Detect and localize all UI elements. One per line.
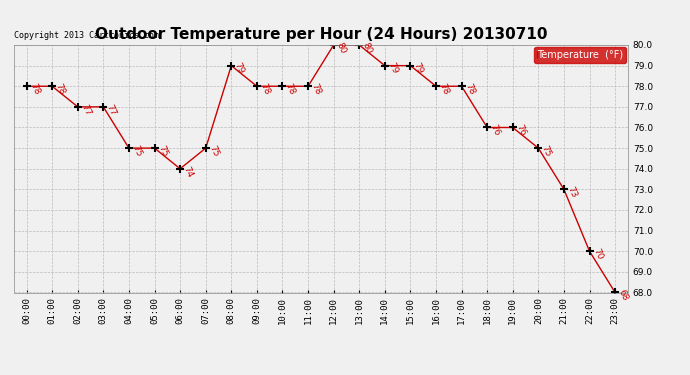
Text: 77: 77 (79, 103, 92, 117)
Legend: Temperature  (°F): Temperature (°F) (534, 47, 626, 63)
Text: 76: 76 (514, 123, 527, 138)
Text: 76: 76 (489, 123, 502, 138)
Text: 79: 79 (233, 62, 246, 76)
Text: 79: 79 (412, 62, 425, 76)
Text: 78: 78 (28, 82, 41, 96)
Text: 75: 75 (207, 144, 220, 158)
Text: 77: 77 (105, 103, 118, 117)
Text: 73: 73 (565, 185, 578, 200)
Text: 80: 80 (361, 41, 374, 55)
Text: 78: 78 (309, 82, 322, 96)
Text: 68: 68 (616, 288, 629, 303)
Text: 70: 70 (591, 247, 604, 261)
Text: 78: 78 (437, 82, 451, 96)
Text: 79: 79 (386, 62, 400, 76)
Text: 74: 74 (181, 165, 195, 179)
Text: 78: 78 (258, 82, 271, 96)
Text: 78: 78 (54, 82, 67, 96)
Text: 75: 75 (540, 144, 553, 158)
Text: 78: 78 (463, 82, 476, 96)
Text: 75: 75 (156, 144, 169, 158)
Text: Copyright 2013 Cartronics.com: Copyright 2013 Cartronics.com (14, 31, 159, 40)
Text: 78: 78 (284, 82, 297, 96)
Title: Outdoor Temperature per Hour (24 Hours) 20130710: Outdoor Temperature per Hour (24 Hours) … (95, 27, 547, 42)
Text: 75: 75 (130, 144, 144, 158)
Text: 80: 80 (335, 41, 348, 55)
